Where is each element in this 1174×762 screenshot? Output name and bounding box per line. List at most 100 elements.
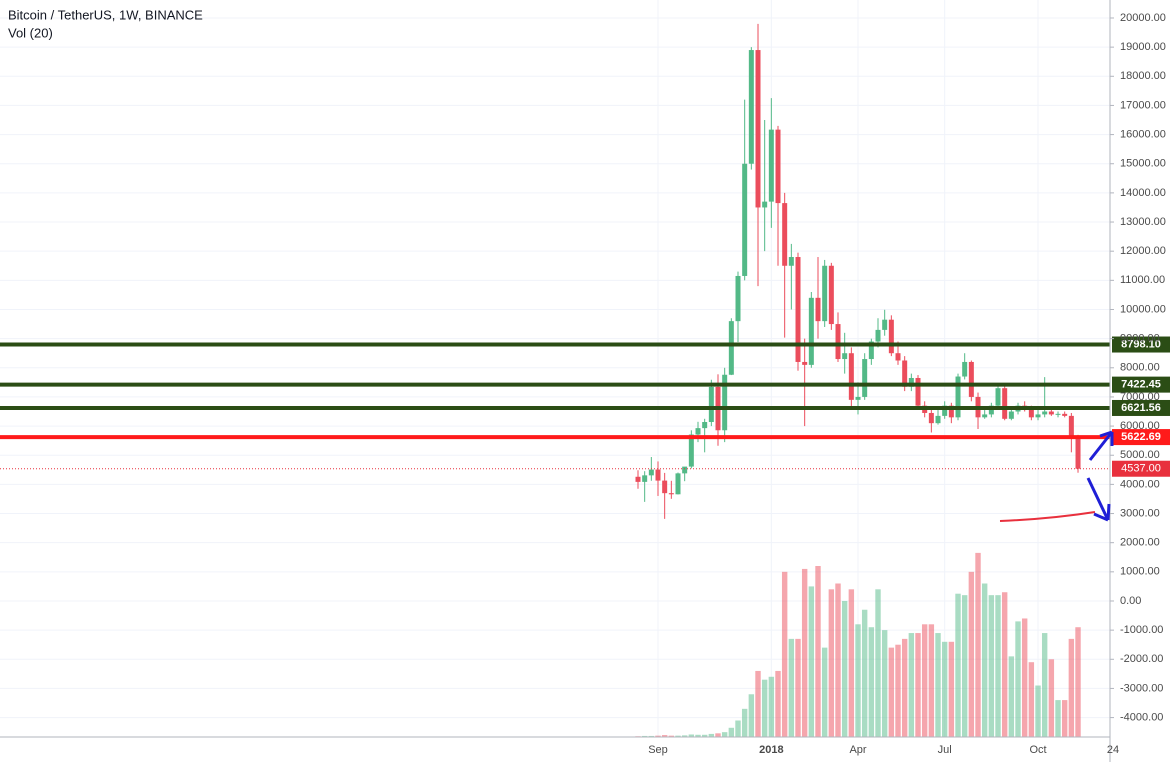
y-tick-label: 19000.00: [1120, 41, 1166, 53]
volume-bar: [948, 641, 955, 737]
volume-bar: [648, 735, 655, 737]
volume-bar: [1008, 656, 1015, 737]
level-tag: [1112, 429, 1170, 446]
candle-body: [708, 386, 714, 423]
volume-bar: [728, 727, 735, 737]
y-tick-label: 20000.00: [1120, 12, 1166, 24]
volume-bar: [708, 733, 715, 737]
volume-bar: [775, 670, 781, 737]
candle-body: [788, 257, 794, 266]
candle-body: [655, 469, 661, 481]
volume-bar: [755, 670, 761, 737]
candle-body: [668, 493, 674, 495]
volume-bar: [1015, 621, 1021, 737]
x-tick-label: Sep: [648, 744, 668, 756]
volume-bar: [1041, 633, 1048, 737]
volume-bar: [861, 609, 868, 737]
candle-body: [682, 466, 688, 474]
x-tick-label: Oct: [1029, 744, 1046, 756]
last-price-tag: [1112, 460, 1170, 477]
candle-body: [775, 129, 781, 204]
volume-bar: [1068, 638, 1075, 737]
candle-body: [982, 414, 988, 418]
y-tick-label: -2000.00: [1120, 653, 1163, 665]
candle-body: [882, 319, 888, 330]
y-tick-label: 16000.00: [1120, 128, 1166, 140]
level-tag: [1112, 336, 1170, 353]
volume-bar: [901, 638, 908, 737]
candle-body: [928, 412, 934, 424]
candle-body: [722, 374, 728, 431]
volume-bar: [701, 734, 708, 737]
candle-body: [1075, 437, 1081, 469]
candle-body: [862, 359, 868, 397]
volume-bar: [768, 676, 775, 737]
volume-bar: [1061, 700, 1068, 737]
y-tick-label: -1000.00: [1120, 624, 1163, 636]
volume-bar: [908, 633, 915, 737]
candle-body: [1002, 388, 1008, 419]
candle-body: [728, 321, 734, 375]
volume-bar: [715, 733, 721, 737]
volume-bar: [795, 638, 801, 737]
y-tick-label: 17000.00: [1120, 99, 1166, 111]
volume-bar: [668, 735, 675, 737]
candle-body: [1028, 408, 1034, 418]
candle-body: [895, 353, 901, 361]
candle-body: [675, 473, 681, 495]
volume-bar: [675, 735, 681, 737]
candle-body: [1048, 411, 1054, 415]
volume-bar: [721, 732, 728, 737]
volume-bar: [788, 638, 795, 737]
volume-bar: [1055, 700, 1061, 737]
volume-bar: [821, 647, 828, 737]
volume-bar: [808, 586, 815, 737]
volume-bar: [875, 589, 881, 737]
candle-body: [1068, 415, 1074, 438]
y-tick-label: 3000.00: [1120, 507, 1160, 519]
volume-bar: [695, 734, 701, 737]
y-tick-label: 9000.00: [1120, 333, 1160, 345]
candle-body: [962, 361, 968, 377]
candle-body: [735, 275, 741, 322]
volume-bar: [841, 600, 848, 737]
candle-body: [908, 377, 914, 387]
candle-body: [802, 361, 808, 365]
candle-body: [842, 353, 848, 360]
y-tick-label: 13000.00: [1120, 216, 1166, 228]
volume-bar: [1001, 592, 1008, 737]
y-tick-label: 8000.00: [1120, 362, 1160, 374]
level-label: 7422.45: [1121, 379, 1161, 391]
candle-body: [868, 341, 874, 360]
volume-bar: [741, 708, 748, 737]
volume-bar: [961, 595, 968, 737]
candle-body: [995, 388, 1001, 406]
volume-bar: [988, 595, 995, 737]
time-edge-label: 24: [1107, 744, 1119, 756]
last-price-label: 4537.00: [1121, 463, 1161, 475]
arrow-head: [1099, 430, 1114, 446]
volume-bar: [888, 647, 895, 737]
volume-bar: [735, 720, 741, 737]
candle-body: [782, 203, 788, 266]
volume-bar: [935, 633, 941, 737]
y-tick-label: 15000.00: [1120, 158, 1166, 170]
candle-body: [822, 265, 828, 322]
candle-body: [948, 405, 954, 418]
candle-body: [702, 422, 708, 429]
candle-body: [828, 265, 834, 325]
candle-body: [915, 377, 921, 406]
candle-body: [748, 50, 754, 164]
chart-title: Bitcoin / TetherUS, 1W, BINANCE: [8, 7, 203, 22]
candle-body: [1062, 413, 1068, 416]
volume-bar: [815, 566, 821, 737]
y-tick-label: 6000.00: [1120, 420, 1160, 432]
volume-bar: [848, 589, 855, 737]
y-tick-label: 0.00: [1120, 595, 1141, 607]
level-label: 5622.69: [1121, 431, 1161, 443]
volume-bar: [975, 552, 981, 737]
candle-body: [855, 396, 861, 400]
volume-bar: [688, 734, 695, 737]
candle-body: [642, 475, 648, 482]
